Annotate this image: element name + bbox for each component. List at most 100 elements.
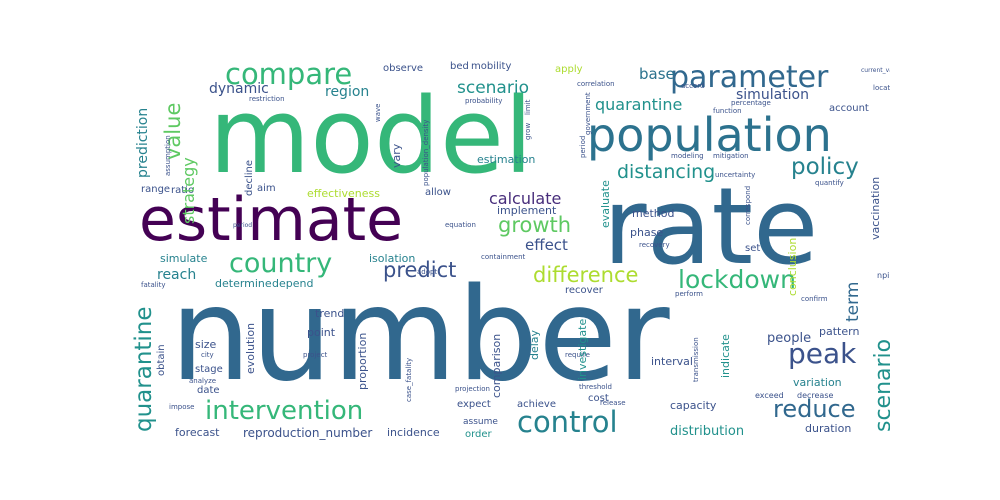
- word-simulate: simulate: [160, 252, 208, 265]
- word-comparison: comparison: [490, 333, 503, 398]
- word-policy: policy: [791, 154, 859, 180]
- word-ratio: ratio: [171, 185, 195, 196]
- word-infect: scenario: [457, 78, 529, 98]
- word-simulation: simulation: [736, 87, 809, 103]
- word-people: people: [767, 331, 812, 346]
- word-size: size: [195, 338, 217, 351]
- word-effect: effect: [525, 236, 568, 254]
- word-location: accord: [681, 82, 705, 90]
- word-interval: interval: [651, 355, 693, 368]
- word-npi: npi: [877, 271, 890, 280]
- word-assumption: assumption: [164, 135, 172, 176]
- word-phase: phase: [630, 226, 664, 239]
- word-effectiveness: effectiveness: [307, 187, 381, 200]
- word-prediction: prediction: [135, 107, 151, 178]
- word-base: base: [639, 65, 675, 83]
- word-vaccination: vaccination: [869, 176, 882, 240]
- word-decline: decline: [244, 159, 255, 196]
- word-expect: expect: [457, 399, 491, 410]
- word-variation: variation: [793, 376, 842, 389]
- word-estimation: estimation: [477, 153, 536, 166]
- word-cloud: number model rate estimate population pa…: [125, 60, 890, 445]
- word-determinedepend: determine: [215, 277, 272, 290]
- word-distribution: distribution: [670, 424, 745, 439]
- word-order: order: [465, 429, 492, 440]
- word-reduce: reduce: [773, 395, 856, 423]
- word-threshold: government: [584, 92, 592, 135]
- word-lockdown: lockdown: [678, 265, 796, 294]
- word-rate: rate: [603, 165, 819, 288]
- word-quarantine: quarantine: [131, 306, 157, 432]
- word-reproduction-number: reproduction_number: [243, 426, 373, 440]
- word-isolation: isolation: [369, 252, 416, 265]
- word-proportion: proportion: [356, 332, 369, 390]
- word-implement: implement: [497, 204, 557, 217]
- word-term: term: [843, 281, 863, 322]
- word-forecast: forecast: [175, 426, 220, 439]
- word-depend: depend: [272, 277, 314, 290]
- word-perform: perform: [675, 290, 703, 298]
- word-bed: bed: [450, 61, 469, 72]
- word-indicate: indicate: [719, 334, 732, 378]
- word-distancing: distancing: [617, 161, 716, 183]
- word-reduction: quarantine: [595, 95, 683, 114]
- word-cost: cost: [588, 393, 609, 404]
- word-correspond: correspond: [744, 185, 752, 225]
- word-peak: peak: [788, 337, 857, 370]
- word-restriction: restriction: [249, 95, 285, 103]
- word-scenario-v: scenario: [871, 338, 890, 432]
- word-release: release: [600, 399, 626, 407]
- word-evaluate: evaluate: [599, 180, 612, 228]
- word-stage: stage: [195, 364, 223, 375]
- word-recovery: recovery: [639, 241, 670, 249]
- word-transmission: transmission: [692, 337, 700, 382]
- word-modeling: modeling: [671, 152, 704, 160]
- word-calculate: calculate: [489, 189, 562, 208]
- word-conclusion: conclusion: [786, 237, 799, 296]
- word-projection: projection: [455, 385, 490, 393]
- word-impose: impose: [169, 403, 195, 411]
- word-predict: predict: [383, 258, 457, 282]
- word-growth: growth: [498, 213, 572, 237]
- word-equation: equation: [445, 221, 476, 229]
- word-incidence: incidence: [387, 426, 440, 439]
- word-model: model: [209, 75, 533, 197]
- word-quantify: quantify: [815, 179, 844, 187]
- word-probability: probability: [465, 97, 503, 105]
- word-dynamic: dynamic: [209, 81, 269, 97]
- word-compare: compare: [225, 60, 353, 91]
- word-fatality: fatality: [141, 281, 166, 289]
- word-period: period: [233, 222, 253, 229]
- word-function: function: [713, 107, 742, 115]
- word-parameter: parameter: [670, 60, 829, 95]
- word-city: city: [201, 351, 214, 359]
- word-strategy: strategy: [179, 157, 198, 224]
- word-case-fatality: case_fatality: [405, 357, 413, 402]
- word-vary: vary: [390, 143, 403, 168]
- word-country: country: [229, 248, 333, 279]
- word-analyze: analyze: [189, 377, 217, 385]
- word-delay: delay: [528, 329, 541, 360]
- word-investigate: investigate: [576, 318, 589, 380]
- word-recover: recover: [565, 285, 603, 296]
- word-decrease: decrease: [797, 391, 834, 400]
- word-confirm: confirm: [801, 295, 828, 303]
- word-evolution: evolution: [244, 322, 257, 374]
- word-fraction: adopt: [417, 268, 438, 276]
- word-adopt: grow: [524, 122, 532, 140]
- word-trend: trend: [315, 307, 345, 320]
- word-region: region: [325, 84, 370, 100]
- word-apply: apply: [555, 64, 583, 75]
- word-require: require: [565, 351, 590, 359]
- word-population-density: population_density: [422, 119, 430, 186]
- word-reach: reach: [157, 267, 197, 283]
- word-pattern: pattern: [819, 325, 860, 338]
- word-achieve: achieve: [517, 399, 556, 410]
- word-mobility: mobility: [471, 61, 512, 72]
- word-obtain: obtain: [156, 344, 167, 376]
- word-number: number: [170, 261, 670, 410]
- word-range: range: [141, 184, 171, 195]
- word-difference: difference: [533, 263, 639, 287]
- word-containment: containment: [481, 253, 526, 261]
- word-allow: allow: [425, 187, 451, 198]
